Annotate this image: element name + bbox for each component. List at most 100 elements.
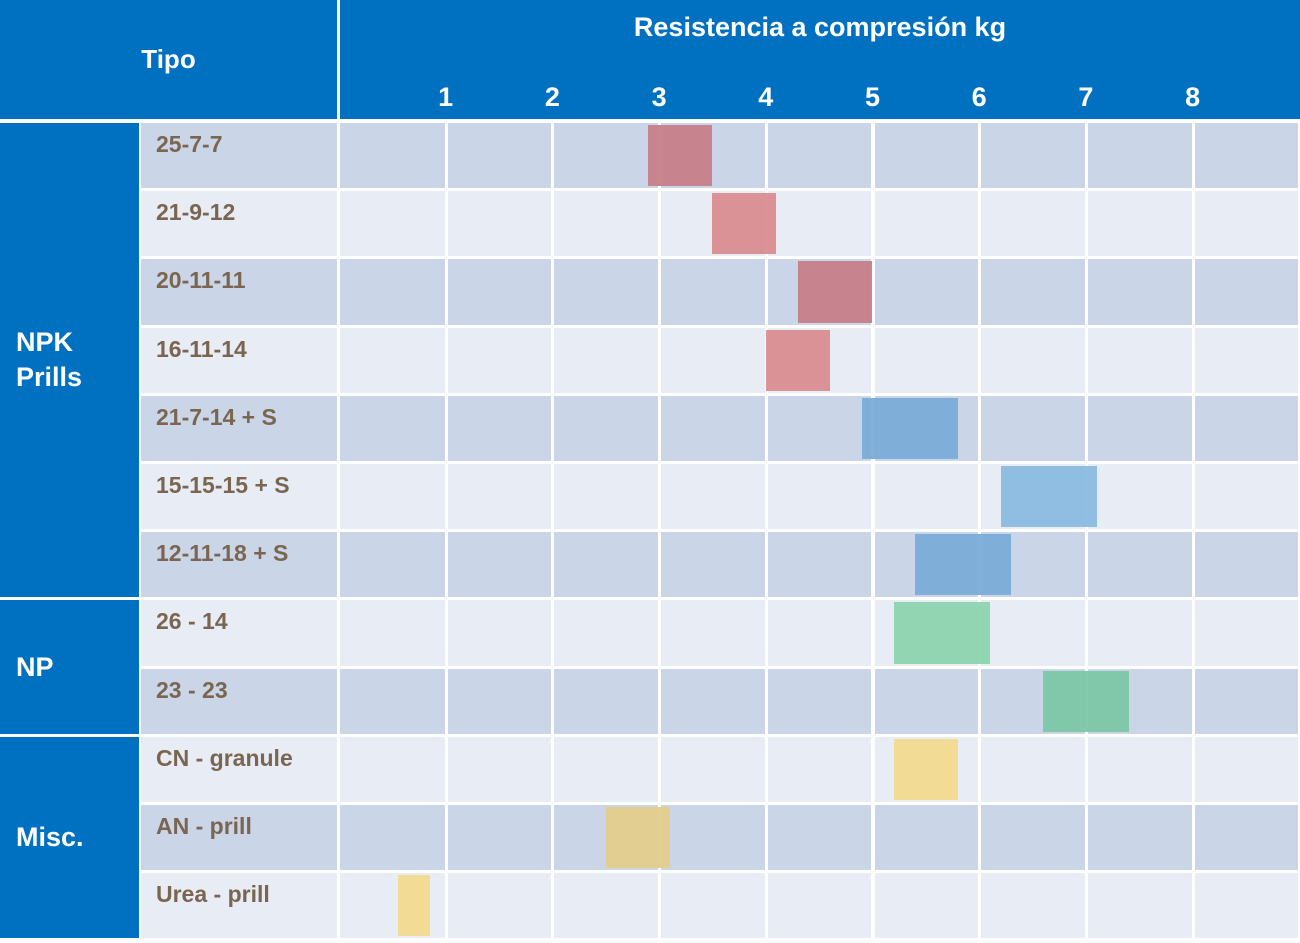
table-row: 25-7-7 (141, 123, 1300, 189)
grid-cell (767, 805, 872, 871)
row-label: 25-7-7 (156, 131, 223, 157)
table-row: 16-11-14 (141, 327, 1300, 393)
chart-title: Resistencia a compresión kg (633, 12, 1007, 42)
grid-cell (874, 191, 979, 257)
grid-cell (447, 123, 552, 189)
tipo-header: Tipo (0, 0, 337, 119)
grid-cell (340, 464, 445, 530)
grid-cell (767, 395, 872, 461)
grid-cell (1194, 395, 1299, 461)
tick-label-4: 4 (758, 82, 774, 112)
grid-cell (1087, 395, 1192, 461)
grid-cell (1194, 805, 1299, 871)
grid-cell (981, 600, 1085, 666)
grid-cell (661, 395, 765, 461)
grid-cell (661, 736, 765, 802)
tick-label-3: 3 (651, 82, 667, 112)
grid-cell (554, 532, 659, 598)
grid-cell (981, 395, 1085, 461)
grid-cell (767, 464, 872, 530)
tick-label-8: 8 (1185, 82, 1201, 112)
grid-cell (1194, 259, 1299, 325)
grid-cell (1087, 123, 1192, 189)
row-label: 21-7-14 + S (156, 403, 277, 430)
grid-cell (1087, 259, 1192, 325)
grid-cell (767, 736, 872, 802)
row-label: 20-11-11 (156, 267, 246, 294)
range-bar (765, 329, 830, 391)
table-row: 21-9-12 (141, 191, 1300, 257)
grid-cell (874, 464, 979, 530)
range-bar (893, 602, 990, 664)
grid-cell (1087, 532, 1192, 598)
grid-cell (661, 805, 765, 871)
table-row: Urea - prill (141, 873, 1300, 939)
range-bar (605, 807, 670, 869)
grid-cell (661, 259, 765, 325)
grid-cell (1194, 191, 1299, 257)
type-cell: 23 - 23 (141, 668, 337, 734)
type-cell: 25-7-7 (141, 123, 337, 189)
table-row: 26 - 14 (141, 600, 1300, 666)
grid-cell (447, 668, 552, 734)
grid-cell (1194, 668, 1299, 734)
row-label: 12-11-18 + S (156, 540, 289, 567)
grid-cell (554, 123, 659, 189)
grid-cell (554, 191, 659, 257)
type-cell: 15-15-15 + S (141, 464, 337, 530)
grid-cell (661, 464, 765, 530)
range-bar (648, 125, 713, 187)
grid-cell (340, 123, 445, 189)
grid-cell (340, 805, 445, 871)
grid-cell (1194, 600, 1299, 666)
grid-cell (340, 191, 445, 257)
table-row: CN - granule (141, 736, 1300, 802)
type-cell: 21-7-14 + S (141, 395, 337, 461)
type-cell: Urea - prill (141, 873, 337, 939)
grid-cell (981, 191, 1085, 257)
table-row: 12-11-18 + S (141, 532, 1300, 598)
row-label: 26 - 14 (156, 608, 228, 635)
grid-cell (767, 668, 872, 734)
range-bar (1000, 466, 1097, 528)
grid-cell (661, 600, 765, 666)
grid-cell (981, 327, 1085, 393)
row-label: CN - granule (156, 744, 293, 771)
grid-cell (554, 600, 659, 666)
grid-cell (767, 600, 872, 666)
type-cell: 20-11-11 (141, 259, 337, 325)
tick-label-6: 6 (971, 82, 987, 112)
grid-cell (340, 327, 445, 393)
range-bar (712, 193, 777, 255)
grid-cell (874, 873, 979, 939)
grid-cell (1194, 464, 1299, 530)
grid-cell (767, 191, 872, 257)
grid-cell (874, 327, 979, 393)
grid-cell (340, 736, 445, 802)
tick-label-5: 5 (864, 82, 881, 112)
grid-cell (1194, 736, 1299, 802)
row-label: 23 - 23 (156, 676, 228, 703)
grid-cell (874, 805, 979, 871)
grid-cell (981, 873, 1085, 939)
grid-cell (554, 259, 659, 325)
grid-cell (1087, 327, 1192, 393)
table-row: 21-7-14 + S (141, 395, 1300, 461)
grid-cell (1087, 464, 1192, 530)
grid-cell (340, 668, 445, 734)
grid-cell (447, 736, 552, 802)
tick-label-1: 1 (438, 82, 454, 112)
grid-cell (554, 395, 659, 461)
grid-cell (1194, 532, 1299, 598)
type-cell: 21-9-12 (141, 191, 337, 257)
grid-cell (1087, 191, 1192, 257)
grid-cell (661, 668, 765, 734)
grid-cell (340, 532, 445, 598)
grid-cell (767, 123, 872, 189)
row-label: Urea - prill (156, 881, 270, 908)
row-label: 21-9-12 (156, 199, 236, 226)
table-row: 15-15-15 + S (141, 464, 1300, 530)
type-cell: 26 - 14 (141, 600, 337, 666)
grid-cell (447, 259, 552, 325)
grid-cell (661, 873, 765, 939)
